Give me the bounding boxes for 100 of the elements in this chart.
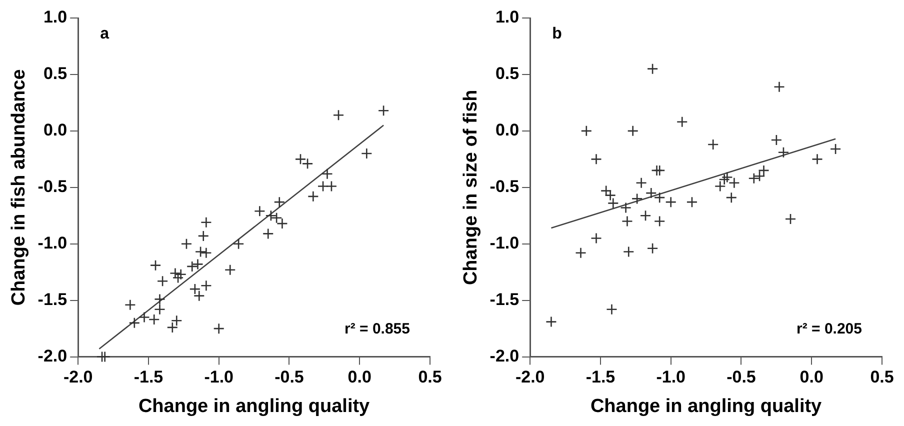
point [180, 238, 192, 250]
point [322, 168, 333, 180]
y-tick-label: -1.0 [38, 234, 68, 253]
x-axis-title: Change in angling quality [590, 396, 822, 417]
x-tick-label: -1.5 [586, 368, 616, 387]
y-tick-label: -0.5 [490, 177, 520, 196]
y-tick-label: -2.0 [490, 346, 520, 366]
point [748, 172, 760, 184]
y-tick-label: -1.0 [490, 234, 520, 253]
x-tick-label: 0.5 [870, 368, 894, 387]
point [590, 154, 602, 165]
point [308, 190, 319, 202]
y-tick-label: -1.5 [38, 290, 68, 310]
point [646, 187, 657, 199]
point [646, 63, 658, 74]
point [590, 232, 602, 244]
point [154, 304, 166, 316]
point [707, 138, 719, 150]
x-tick-label: 0.0 [348, 368, 372, 387]
point [200, 216, 212, 228]
point [580, 125, 592, 137]
point [254, 205, 266, 217]
point [186, 260, 198, 272]
y-tick-label: 0.0 [495, 120, 520, 140]
point [148, 314, 160, 326]
point [607, 198, 619, 209]
point [154, 294, 166, 305]
point [128, 317, 140, 329]
point [636, 177, 647, 189]
y-tick-label: 0.0 [43, 120, 68, 140]
point [627, 125, 638, 137]
point [754, 170, 766, 182]
point [156, 275, 168, 287]
y-tick-label: -1.5 [490, 290, 520, 310]
point [262, 228, 274, 240]
y-axis-title: Change in fish abundance [8, 69, 30, 306]
point [654, 164, 666, 176]
point [150, 260, 162, 271]
annotation: a [100, 25, 110, 42]
point [606, 304, 618, 316]
point [224, 264, 236, 276]
point [620, 202, 632, 214]
annotation: b [552, 25, 562, 42]
point [654, 216, 666, 227]
point [665, 196, 677, 208]
point [812, 154, 823, 165]
x-tick-label: -1.0 [204, 368, 234, 387]
point [646, 242, 658, 254]
x-tick-label: 0.5 [418, 368, 442, 387]
point [170, 315, 182, 326]
point [640, 210, 652, 222]
point [317, 180, 329, 192]
y-axis-title: Change in size of fish [460, 90, 482, 286]
point [175, 268, 186, 280]
point [758, 164, 770, 176]
x-tick-label: -2.0 [515, 368, 545, 387]
point [830, 143, 842, 155]
point [124, 299, 136, 310]
point [200, 247, 212, 259]
point [770, 134, 782, 146]
x-tick-label: -2.0 [63, 368, 93, 387]
point [622, 216, 633, 227]
x-tick-label: -0.5 [274, 368, 304, 387]
point [361, 148, 372, 160]
point [654, 192, 666, 204]
point [198, 230, 210, 242]
point [778, 146, 790, 158]
y-tick-label: 0.5 [43, 64, 68, 84]
x-tick-label: -1.5 [134, 368, 164, 387]
x-axis-title: Change in angling quality [138, 396, 370, 417]
point [274, 196, 286, 208]
y-tick-label: 1.0 [495, 8, 520, 27]
point [378, 104, 390, 116]
point [575, 247, 586, 259]
point [718, 174, 730, 186]
point [200, 280, 212, 292]
point [622, 246, 634, 258]
point [326, 180, 338, 192]
point [194, 246, 206, 258]
y-tick-label: -2.0 [38, 346, 68, 366]
point [784, 213, 796, 225]
annotation: r² = 0.855 [344, 320, 410, 338]
point [213, 322, 225, 334]
point [631, 193, 643, 204]
point [138, 312, 150, 323]
point [192, 258, 204, 270]
x-tick-label: 0.0 [800, 368, 824, 387]
point [726, 192, 738, 204]
x-tick-label: -0.5 [726, 368, 756, 387]
point [232, 238, 244, 250]
point [546, 316, 557, 328]
y-tick-label: 0.5 [495, 64, 520, 84]
point [676, 116, 688, 128]
y-tick-label: -0.5 [38, 177, 68, 196]
point [166, 322, 178, 334]
point [686, 196, 698, 208]
point [332, 109, 344, 121]
x-tick-label: -1.0 [656, 368, 686, 387]
point [774, 81, 785, 93]
point [714, 180, 726, 192]
